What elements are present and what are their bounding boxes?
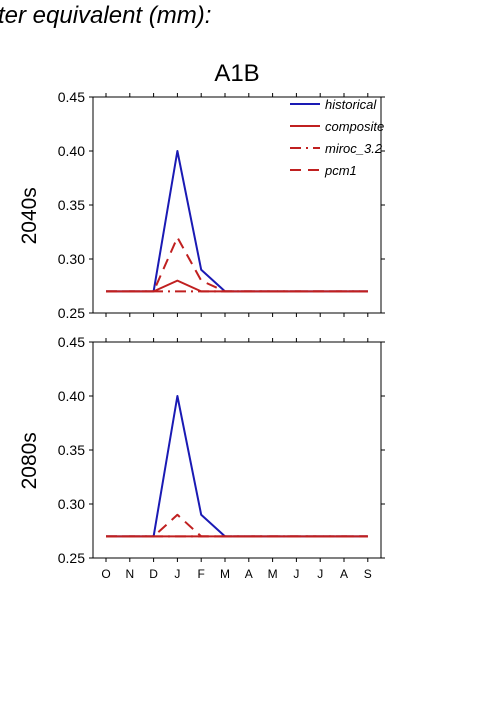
y-tick-label: 0.45 [58,89,85,105]
x-tick-label: N [125,567,134,581]
series-line-composite [106,279,368,293]
legend: historical composite miroc_3.2 pcm1 [290,97,384,178]
x-tick-label: J [317,567,323,581]
series-line-pcm1 [106,236,368,293]
plot-frame [92,341,382,559]
x-tick-label: D [149,567,158,581]
y-axis-label: 2080s [18,432,41,489]
chart-panel-2040s: 0.25 0.30 0.35 0.40 0.45 2040s [18,89,385,321]
legend-label: pcm1 [324,163,357,178]
y-axis-label: 2040s [18,187,41,244]
y-tick-label: 0.45 [58,334,85,350]
x-tick-label: O [101,567,110,581]
y-tick-label: 0.40 [58,388,85,404]
chart-title: A1B [214,60,259,87]
y-tick-label: 0.30 [58,251,85,267]
y-tick-label: 0.30 [58,496,85,512]
x-tick-label: A [340,567,348,581]
series-line-pcm1 [106,513,368,538]
x-tick-label: A [245,567,253,581]
y-tick-label: 0.40 [58,143,85,159]
y-tick-label: 0.35 [58,197,85,213]
y-tick-label: 0.25 [58,305,85,321]
chart-panel-2080s: 0.25 0.30 0.35 0.40 0.45 2080s [18,334,385,566]
x-tick-label: M [268,567,278,581]
x-tick-label: J [293,567,299,581]
x-tick-label: S [364,567,372,581]
x-tick-label: M [220,567,230,581]
x-tick-label: J [174,567,180,581]
legend-label: miroc_3.2 [325,141,383,156]
y-tick-label: 0.25 [58,550,85,566]
series-line-historical [106,395,368,538]
page-title: ter equivalent (mm): [0,2,212,29]
y-tick-label: 0.35 [58,442,85,458]
legend-label: historical [325,97,377,112]
chart-panels: 0.25 0.30 0.35 0.40 0.45 2040s 0.25 0.30 0.35 0.4… [18,89,385,566]
x-tick-label: F [198,567,205,581]
legend-label: composite [325,119,384,134]
